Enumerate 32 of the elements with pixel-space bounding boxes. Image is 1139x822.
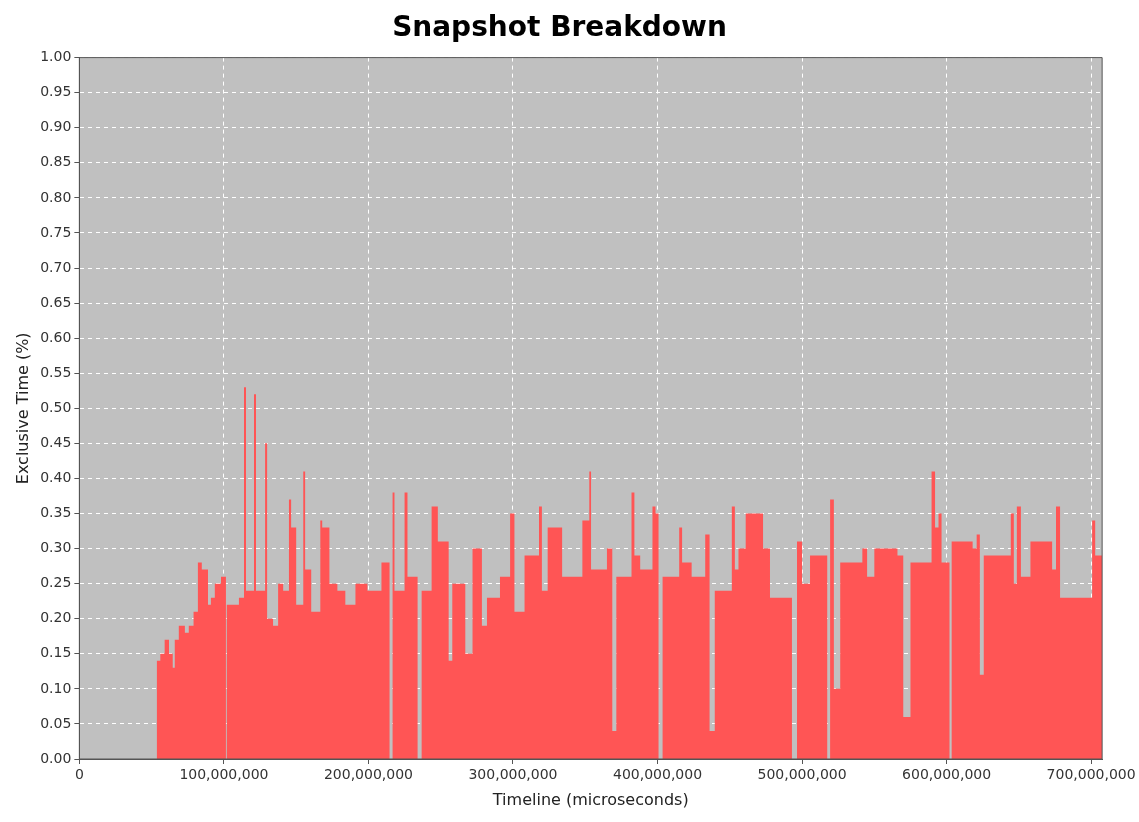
y-tick-label: 0.80 [40,188,72,205]
y-tick-label: 0.00 [40,749,72,766]
x-tick-label: 600,000,000 [902,766,992,783]
y-tick-label: 0.20 [40,609,72,626]
y-tick-label: 0.55 [40,363,72,380]
y-tick-label: 0.45 [40,434,72,451]
y-tick-label: 0.40 [40,469,72,486]
x-tick-label: 700,000,000 [1046,766,1136,783]
y-tick-label: 1.00 [40,48,72,65]
y-tick-label: 0.85 [40,153,72,170]
x-axis-title: Timeline (microseconds) [491,789,689,809]
y-tick-label: 0.60 [40,328,72,345]
x-tick-label: 0 [74,766,84,783]
y-tick-label: 0.70 [40,258,72,275]
x-tick-label: 500,000,000 [757,766,847,783]
y-tick-label: 0.90 [40,118,72,135]
y-tick-label: 0.10 [40,679,72,696]
y-tick-label: 0.05 [40,714,72,731]
x-tick-label: 100,000,000 [179,766,269,783]
x-tick-label: 300,000,000 [468,766,558,783]
y-tick-label: 0.30 [40,539,72,556]
y-tick-label: 0.50 [40,398,72,415]
y-tick-label: 0.65 [40,293,72,310]
y-tick-label: 0.35 [40,504,72,521]
y-tick-label: 0.15 [40,644,72,661]
y-tick-label: 0.95 [40,83,72,100]
chart-title: Snapshot Breakdown [392,10,727,44]
y-tick-label: 0.75 [40,223,72,240]
y-axis-title: Exclusive Time (%) [12,332,32,485]
y-tick-label: 0.25 [40,574,72,591]
x-tick-label: 400,000,000 [612,766,703,783]
x-tick-label: 200,000,000 [323,766,413,783]
